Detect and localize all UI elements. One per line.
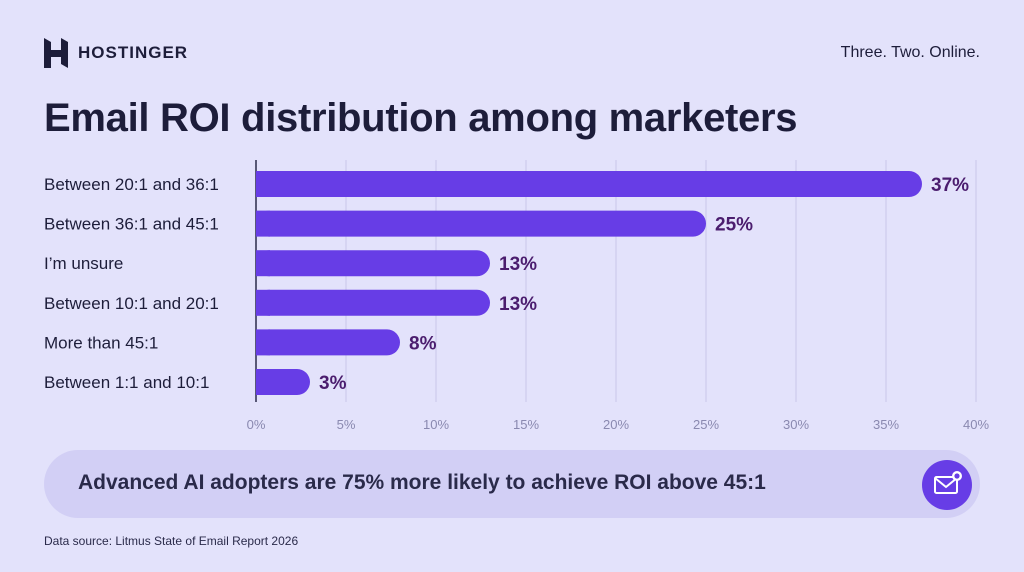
bar-left-edge: [256, 210, 270, 237]
value-label: 8%: [409, 333, 437, 354]
bar-left-edge: [256, 171, 270, 197]
value-label: 13%: [499, 294, 537, 315]
tagline: Three. Two. Online.: [840, 44, 980, 61]
brand-name: HOSTINGER: [78, 43, 189, 62]
category-label: Between 1:1 and 10:1: [44, 373, 209, 392]
category-label: Between 36:1 and 45:1: [44, 215, 219, 234]
value-label: 3%: [319, 373, 347, 394]
bar: [256, 171, 922, 197]
value-label: 37%: [931, 175, 969, 196]
bar: [256, 329, 400, 356]
bar-left-edge: [256, 369, 270, 395]
brand: HOSTINGER: [44, 38, 188, 68]
x-tick-label: 0%: [247, 417, 266, 432]
chart-title: Email ROI distribution among marketers: [44, 96, 798, 140]
hostinger-logo-icon: [44, 38, 68, 68]
category-label: I’m unsure: [44, 254, 123, 273]
category-label: Between 20:1 and 36:1: [44, 175, 219, 194]
data-source: Data source: Litmus State of Email Repor…: [44, 534, 299, 548]
bar: [256, 250, 490, 277]
value-label: 25%: [715, 215, 753, 236]
category-label: More than 45:1: [44, 333, 158, 352]
category-label: Between 10:1 and 20:1: [44, 294, 219, 313]
x-tick-label: 25%: [693, 417, 719, 432]
x-tick-label: 5%: [337, 417, 356, 432]
bar: [256, 289, 490, 316]
insight-banner: Advanced AI adopters are 75% more likely…: [44, 450, 980, 518]
x-tick-label: 15%: [513, 417, 539, 432]
x-tick-label: 40%: [963, 417, 989, 432]
bar-left-edge: [256, 289, 270, 316]
bar-left-edge: [256, 250, 270, 277]
bar: [256, 210, 706, 237]
bar-chart: 0% 5% 10% 15% 20% 25% 30% 35% 40% Between 20:1 an…: [44, 160, 989, 432]
value-label: 13%: [499, 254, 537, 275]
x-tick-label: 10%: [423, 417, 449, 432]
x-tick-label: 30%: [783, 417, 809, 432]
banner-text: Advanced AI adopters are 75% more likely…: [78, 471, 766, 494]
bar-left-edge: [256, 329, 270, 356]
email-icon: [922, 460, 972, 510]
x-tick-label: 20%: [603, 417, 629, 432]
x-tick-label: 35%: [873, 417, 899, 432]
